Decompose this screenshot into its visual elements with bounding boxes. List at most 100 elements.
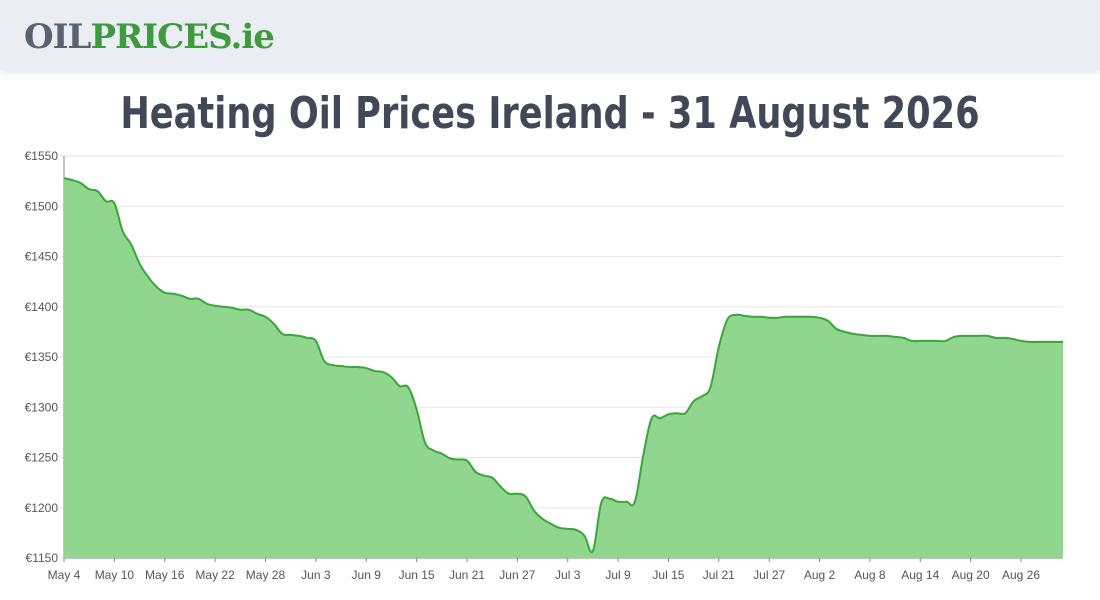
data-point <box>505 490 513 498</box>
x-tick-label: Aug 14 <box>901 568 939 582</box>
data-point <box>110 199 118 207</box>
data-point <box>236 306 244 314</box>
y-tick-label: €1300 <box>25 400 59 414</box>
data-point <box>68 176 76 184</box>
data-point <box>379 368 387 376</box>
data-point <box>203 300 211 308</box>
data-point <box>1025 338 1033 346</box>
data-point <box>539 515 547 523</box>
data-point <box>119 227 127 235</box>
chart-area-layer <box>60 174 1067 559</box>
data-point <box>387 373 395 381</box>
data-point <box>748 313 756 321</box>
data-point <box>446 455 454 463</box>
data-point <box>774 314 782 322</box>
data-point <box>320 357 328 365</box>
data-point <box>270 320 278 328</box>
data-point <box>841 328 849 336</box>
data-point <box>975 332 983 340</box>
data-point <box>77 179 85 187</box>
data-point <box>673 409 681 417</box>
x-tick-label: Jul 21 <box>703 568 735 582</box>
data-point <box>421 438 429 446</box>
data-point <box>572 526 580 534</box>
data-point <box>580 532 588 540</box>
y-tick-label: €1150 <box>26 551 59 565</box>
data-point <box>656 414 664 422</box>
data-point <box>1000 334 1008 342</box>
data-point <box>220 303 228 311</box>
data-point <box>799 313 807 321</box>
data-point <box>371 367 379 375</box>
data-point <box>455 456 463 464</box>
data-point <box>824 317 832 325</box>
data-point <box>354 363 362 371</box>
data-point <box>429 446 437 454</box>
data-point <box>816 314 824 322</box>
data-point <box>698 392 706 400</box>
data-point <box>639 451 647 459</box>
data-point <box>228 304 236 312</box>
data-point <box>169 290 177 298</box>
data-point <box>992 334 1000 342</box>
data-point <box>152 283 160 291</box>
data-point <box>547 520 555 528</box>
data-point <box>950 333 958 341</box>
data-point <box>958 332 966 340</box>
price-area <box>64 178 1063 559</box>
data-point <box>404 383 412 391</box>
data-point <box>732 311 740 319</box>
x-tick-label: Jul 15 <box>652 568 684 582</box>
data-point <box>681 409 689 417</box>
price-line <box>63 177 1063 554</box>
data-point <box>908 337 916 345</box>
data-point <box>287 331 295 339</box>
y-tick-label: €1250 <box>25 451 59 465</box>
data-point <box>522 493 530 501</box>
data-point <box>194 295 202 303</box>
data-point <box>345 363 353 371</box>
data-point <box>983 332 991 340</box>
data-point <box>94 187 102 195</box>
x-tick-label: Aug 2 <box>804 568 836 582</box>
y-tick-label: €1200 <box>25 501 59 515</box>
data-point <box>622 498 630 506</box>
data-point <box>631 498 639 506</box>
data-point <box>807 313 815 321</box>
x-tick-label: Jun 21 <box>449 568 485 582</box>
data-point <box>1034 338 1042 346</box>
y-axis: €1550 €1500 €1450 €1400 €1350 €1300 €1250 €1200… <box>25 149 59 565</box>
x-tick-label: Jun 27 <box>499 568 535 582</box>
data-point <box>832 325 840 333</box>
data-point <box>925 337 933 345</box>
x-tick-label: Jul 27 <box>753 568 785 582</box>
x-axis: May 4 May 10 May 16 May 22 May 28 Jun 3 Jun 9 J… <box>48 558 1040 582</box>
x-tick-label: Aug 8 <box>854 568 886 582</box>
data-point <box>614 498 622 506</box>
data-point <box>60 174 68 182</box>
data-point <box>312 337 320 345</box>
data-point <box>278 330 286 338</box>
data-point <box>648 414 656 422</box>
x-tick-label: Aug 20 <box>952 568 990 582</box>
data-point <box>303 334 311 342</box>
data-point <box>295 332 303 340</box>
data-point <box>337 362 345 370</box>
x-tick-label: Jun 15 <box>399 568 435 582</box>
data-point <box>362 364 370 372</box>
data-point <box>329 361 337 369</box>
data-point <box>782 313 790 321</box>
data-point <box>178 292 186 300</box>
data-point <box>211 302 219 310</box>
data-point <box>849 330 857 338</box>
data-point <box>488 474 496 482</box>
data-point <box>102 197 110 205</box>
data-point <box>874 332 882 340</box>
site-logo[interactable]: OILPRICES.ie <box>24 17 275 57</box>
data-point <box>916 337 924 345</box>
data-point <box>597 499 605 507</box>
data-point <box>757 313 765 321</box>
data-point <box>261 313 269 321</box>
data-point <box>1059 338 1067 346</box>
